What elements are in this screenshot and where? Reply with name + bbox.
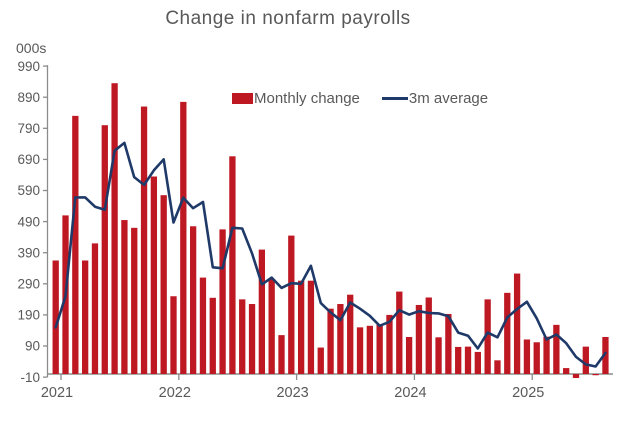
y-axis-tick-label: 190 [17, 308, 40, 323]
monthly-change-bar [543, 336, 550, 374]
y-axis-tick-label: 290 [17, 277, 40, 292]
y-axis-tick-label: -10 [20, 370, 40, 385]
y-axis-tick-label: 390 [17, 245, 40, 260]
monthly-change-bar [229, 156, 236, 374]
legend-item-3m-average: 3m average [381, 90, 489, 107]
monthly-change-bar [533, 342, 540, 374]
monthly-change-bar [101, 125, 108, 374]
monthly-change-bar [327, 308, 334, 374]
monthly-change-bar [464, 346, 472, 374]
monthly-change-bar [258, 249, 266, 374]
monthly-change-bar [405, 336, 413, 374]
y-axis-tick-label: 990 [17, 59, 40, 74]
3m-average-line [54, 141, 607, 368]
monthly-change-bar [356, 327, 364, 374]
line-series-swatch-icon [381, 97, 408, 100]
monthly-change-bar [170, 296, 177, 374]
y-axis-tick-label: 790 [17, 121, 40, 136]
legend-label-3m-average: 3m average [408, 90, 489, 107]
monthly-change-bar [504, 292, 511, 374]
monthly-change-bar [513, 273, 521, 374]
monthly-change-bar [52, 260, 59, 374]
monthly-change-bar [415, 304, 423, 374]
legend: Monthly change 3m average [232, 90, 488, 107]
monthly-change-bar [455, 346, 462, 374]
monthly-change-bar [347, 294, 354, 374]
monthly-change-bar [268, 279, 275, 374]
monthly-change-bar [239, 299, 246, 374]
monthly-change-bar [425, 297, 432, 374]
monthly-change-bar [131, 227, 138, 374]
monthly-change-bar [592, 374, 599, 376]
monthly-change-bar [553, 324, 560, 374]
monthly-change-bar [199, 277, 207, 374]
monthly-change-bar [445, 313, 452, 374]
monthly-change-bar [435, 337, 442, 374]
monthly-change-bar [572, 374, 580, 378]
monthly-change-bar [140, 106, 148, 374]
y-axis-tick-label: 890 [17, 90, 40, 105]
monthly-change-bar [523, 339, 531, 374]
x-axis-tick-label: 2023 [276, 385, 308, 401]
monthly-change-bar [160, 195, 167, 374]
monthly-change-bar [72, 115, 79, 375]
monthly-change-bar [563, 368, 570, 374]
monthly-change-bar [602, 336, 609, 374]
legend-item-monthly-change: Monthly change [232, 90, 360, 107]
y-axis-tick-label: 90 [25, 339, 40, 354]
x-axis-tick-label: 2022 [159, 385, 191, 401]
monthly-change-bar [307, 280, 315, 374]
monthly-change-bar [297, 280, 305, 374]
x-axis-tick-label: 2024 [394, 385, 426, 401]
monthly-change-bar [248, 304, 256, 374]
monthly-change-bar [91, 243, 99, 374]
monthly-change-bar [288, 235, 295, 374]
monthly-change-bar [386, 314, 393, 374]
x-axis-tick-label: 2025 [512, 385, 544, 401]
y-axis-tick-label: 490 [17, 214, 40, 229]
monthly-change-bar [484, 299, 491, 374]
monthly-change-bar [150, 176, 158, 374]
y-axis-tick-label: 690 [17, 152, 40, 167]
chart-title: Change in nonfarm payrolls [165, 8, 411, 29]
bar-series-swatch-icon [232, 93, 253, 104]
monthly-change-bar [209, 297, 216, 374]
monthly-change-bar [494, 360, 501, 374]
y-axis-tick-label: 590 [17, 183, 40, 198]
monthly-change-bar [111, 83, 118, 375]
monthly-change-bar [582, 346, 589, 374]
monthly-change-bar [337, 304, 344, 374]
monthly-change-bar [121, 220, 128, 374]
monthly-change-bar [219, 229, 226, 374]
monthly-change-bar [376, 324, 383, 374]
monthly-change-bar [278, 335, 285, 375]
y-axis-unit-label: 000s [16, 40, 47, 56]
monthly-change-bar [317, 347, 324, 374]
x-axis-tick-label: 2021 [41, 385, 73, 401]
monthly-change-bar [82, 260, 89, 374]
monthly-change-bar [396, 291, 403, 374]
monthly-change-bar [180, 101, 187, 375]
legend-label-monthly-change: Monthly change [254, 90, 360, 107]
monthly-change-bar [189, 226, 197, 374]
monthly-change-bar [366, 325, 373, 374]
monthly-change-bar [474, 351, 481, 374]
